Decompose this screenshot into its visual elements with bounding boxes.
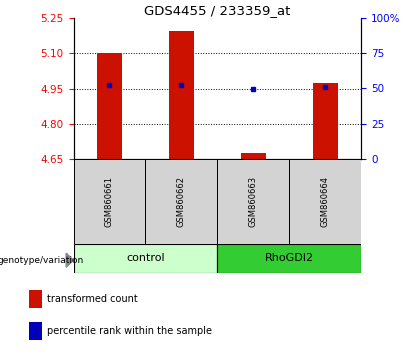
Bar <box>145 159 218 244</box>
Text: transformed count: transformed count <box>47 295 138 304</box>
Bar <box>97 53 122 159</box>
Bar <box>74 159 145 244</box>
Bar <box>29 290 42 308</box>
Text: RhoGDI2: RhoGDI2 <box>265 253 314 263</box>
Bar <box>74 244 218 273</box>
Text: GSM860661: GSM860661 <box>105 176 114 227</box>
Text: GSM860664: GSM860664 <box>321 176 330 227</box>
Text: GSM860663: GSM860663 <box>249 176 258 227</box>
Bar <box>289 159 361 244</box>
Bar <box>29 322 42 339</box>
Bar <box>218 159 289 244</box>
Title: GDS4455 / 233359_at: GDS4455 / 233359_at <box>144 4 291 17</box>
Text: genotype/variation: genotype/variation <box>0 256 84 265</box>
Text: percentile rank within the sample: percentile rank within the sample <box>47 326 213 336</box>
Bar <box>312 82 338 159</box>
Polygon shape <box>66 253 74 267</box>
Bar <box>241 153 266 159</box>
Text: control: control <box>126 253 165 263</box>
Text: GSM860662: GSM860662 <box>177 176 186 227</box>
Bar <box>218 244 361 273</box>
Bar <box>169 31 194 159</box>
